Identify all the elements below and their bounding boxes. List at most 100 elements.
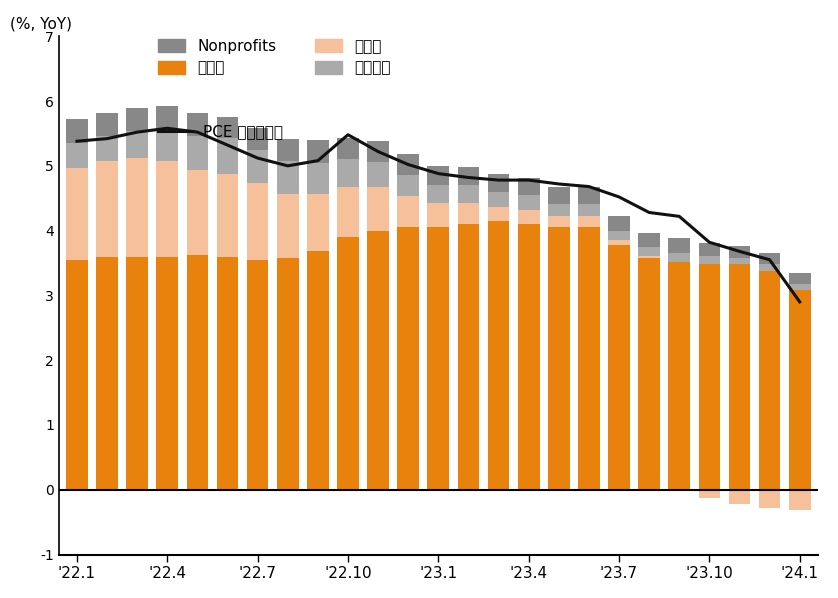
Bar bbox=[669, 254, 691, 262]
Bar bbox=[217, 117, 238, 138]
Bar bbox=[608, 240, 630, 245]
Bar bbox=[217, 173, 238, 257]
Bar bbox=[427, 185, 449, 203]
Bar bbox=[307, 163, 328, 194]
Bar bbox=[277, 161, 298, 194]
Bar bbox=[337, 138, 359, 159]
Bar bbox=[397, 196, 419, 227]
Bar bbox=[518, 224, 540, 490]
Bar bbox=[157, 130, 178, 161]
Bar bbox=[608, 216, 630, 231]
Bar bbox=[66, 143, 88, 168]
Bar bbox=[66, 118, 88, 143]
Bar bbox=[307, 140, 328, 163]
Bar bbox=[127, 131, 148, 158]
Bar bbox=[639, 256, 660, 258]
Bar bbox=[427, 227, 449, 490]
Bar bbox=[699, 256, 720, 264]
Bar bbox=[96, 257, 118, 490]
Bar bbox=[157, 257, 178, 490]
Bar bbox=[187, 112, 209, 136]
Bar bbox=[578, 216, 600, 227]
Bar bbox=[96, 112, 118, 136]
Bar bbox=[247, 128, 268, 150]
Bar bbox=[337, 237, 359, 490]
Bar bbox=[277, 258, 298, 490]
Bar bbox=[367, 141, 389, 162]
Bar bbox=[277, 194, 298, 258]
Bar bbox=[247, 150, 268, 184]
Bar bbox=[247, 184, 268, 260]
Bar bbox=[427, 166, 449, 185]
Bar bbox=[639, 233, 660, 248]
Bar bbox=[699, 490, 720, 498]
Bar bbox=[66, 260, 88, 490]
Bar bbox=[397, 175, 419, 196]
Bar bbox=[639, 248, 660, 256]
Bar bbox=[127, 257, 148, 490]
Bar bbox=[66, 168, 88, 260]
Bar bbox=[337, 187, 359, 237]
Bar bbox=[789, 290, 810, 490]
Bar bbox=[548, 216, 570, 227]
Bar bbox=[518, 178, 540, 195]
Bar bbox=[518, 210, 540, 224]
Bar bbox=[458, 203, 479, 224]
Bar bbox=[669, 262, 691, 490]
Bar bbox=[127, 158, 148, 257]
Bar bbox=[337, 159, 359, 187]
Bar bbox=[488, 207, 510, 221]
Bar bbox=[729, 264, 750, 490]
Bar bbox=[729, 246, 750, 258]
Bar bbox=[789, 283, 810, 290]
Bar bbox=[488, 221, 510, 490]
Bar bbox=[488, 192, 510, 207]
Bar bbox=[729, 490, 750, 504]
Bar bbox=[157, 161, 178, 257]
Bar bbox=[548, 204, 570, 216]
Bar bbox=[488, 173, 510, 192]
Bar bbox=[367, 187, 389, 231]
Bar bbox=[729, 258, 750, 264]
Bar bbox=[307, 194, 328, 251]
Bar bbox=[157, 106, 178, 130]
Bar bbox=[187, 255, 209, 490]
Bar bbox=[367, 231, 389, 490]
Bar bbox=[548, 227, 570, 490]
Bar bbox=[758, 490, 780, 508]
Bar bbox=[367, 162, 389, 187]
Bar bbox=[458, 224, 479, 490]
Legend: PCE 디플레이터: PCE 디플레이터 bbox=[158, 124, 283, 139]
Bar bbox=[639, 258, 660, 490]
Bar bbox=[608, 245, 630, 490]
Bar bbox=[397, 227, 419, 490]
Bar bbox=[127, 108, 148, 131]
Bar bbox=[217, 138, 238, 173]
Bar bbox=[758, 252, 780, 264]
Bar bbox=[217, 257, 238, 490]
Bar bbox=[458, 185, 479, 203]
Bar bbox=[307, 251, 328, 490]
Bar bbox=[699, 243, 720, 256]
Bar bbox=[758, 264, 780, 271]
Text: (%, YoY): (%, YoY) bbox=[9, 16, 71, 31]
Bar bbox=[397, 154, 419, 175]
Bar bbox=[548, 187, 570, 204]
Bar bbox=[96, 136, 118, 161]
Bar bbox=[247, 260, 268, 490]
Bar bbox=[699, 264, 720, 490]
Bar bbox=[789, 273, 810, 283]
Bar bbox=[518, 195, 540, 210]
Bar bbox=[458, 167, 479, 185]
Bar bbox=[578, 204, 600, 216]
Bar bbox=[427, 203, 449, 227]
Bar bbox=[96, 161, 118, 257]
Bar bbox=[187, 136, 209, 170]
Bar bbox=[789, 490, 810, 511]
Bar bbox=[608, 231, 630, 240]
Bar bbox=[578, 187, 600, 204]
Bar bbox=[187, 170, 209, 255]
Bar bbox=[578, 227, 600, 490]
Bar bbox=[277, 139, 298, 161]
Bar bbox=[669, 239, 691, 254]
